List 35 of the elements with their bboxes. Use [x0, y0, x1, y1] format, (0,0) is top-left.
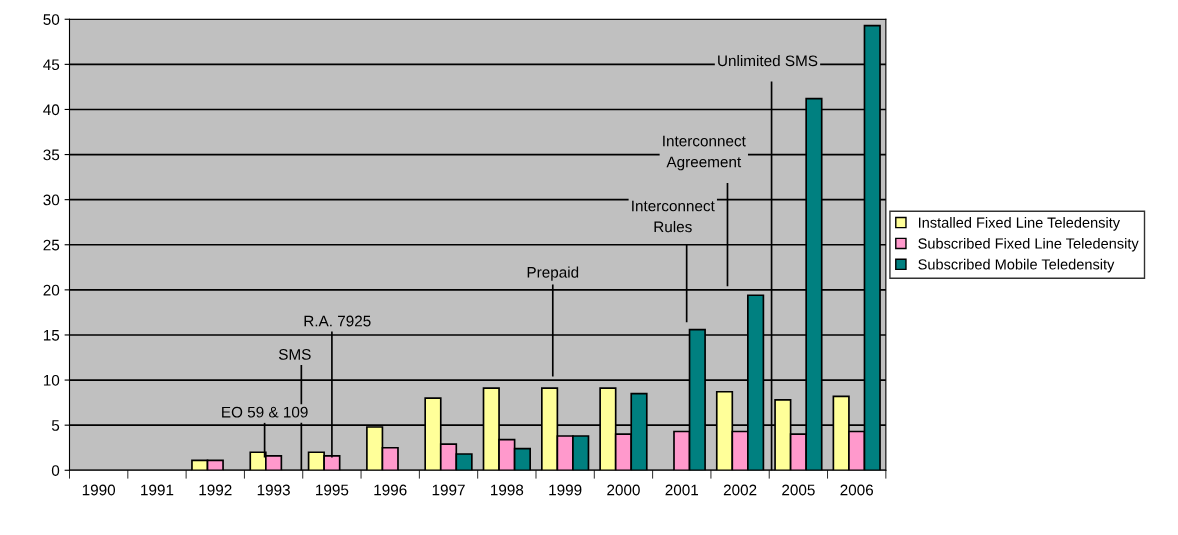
y-tick-label: 15: [43, 329, 60, 341]
y-tick-label: 0: [51, 465, 60, 476]
annotation: Interconnect Rules: [632, 200, 715, 233]
x-tick-label: 1997: [432, 484, 465, 496]
y-tick-label: 25: [43, 239, 60, 251]
x-tick-label: 2000: [607, 484, 640, 496]
y-tick-label: 5: [51, 420, 60, 431]
x-tick-label: 2005: [782, 484, 815, 496]
y-tick-label: 35: [43, 149, 60, 161]
x-tick-label: 1995: [316, 484, 349, 496]
y-tick-label: 45: [43, 59, 60, 71]
y-tick-label: 40: [43, 104, 60, 116]
x-tick-label: 1992: [199, 484, 232, 496]
x-tick-label: 2002: [723, 484, 757, 496]
y-tick-label: 50: [43, 14, 60, 25]
annotation: EO 59 & 109: [222, 406, 308, 418]
y-tick-label: 20: [43, 284, 60, 296]
legend-label: Installed Fixed Line Teledensity: [918, 217, 1121, 231]
x-tick-label: 1998: [491, 484, 524, 496]
annotation: Prepaid: [527, 266, 579, 281]
annotation: SMS: [278, 348, 311, 360]
annotation: Interconnect Agreement: [663, 135, 746, 171]
x-tick-label: 1991: [141, 484, 174, 496]
annotation: Unlimited SMS: [718, 54, 818, 67]
annotation: R.A. 7925: [304, 315, 371, 327]
x-tick-label: 1993: [257, 484, 290, 496]
x-tick-label: 2006: [840, 484, 874, 496]
legend-label: Subscribed Fixed Line Teledensity: [918, 237, 1139, 252]
x-tick-label: 1996: [374, 484, 407, 496]
x-tick-label: 1990: [82, 484, 116, 496]
x-tick-label: 1999: [549, 484, 582, 496]
y-tick-label: 30: [43, 194, 60, 206]
legend-label: Subscribed Mobile Teledensity: [918, 258, 1115, 273]
y-tick-label: 10: [43, 374, 60, 386]
x-tick-label: 2001: [665, 484, 699, 496]
